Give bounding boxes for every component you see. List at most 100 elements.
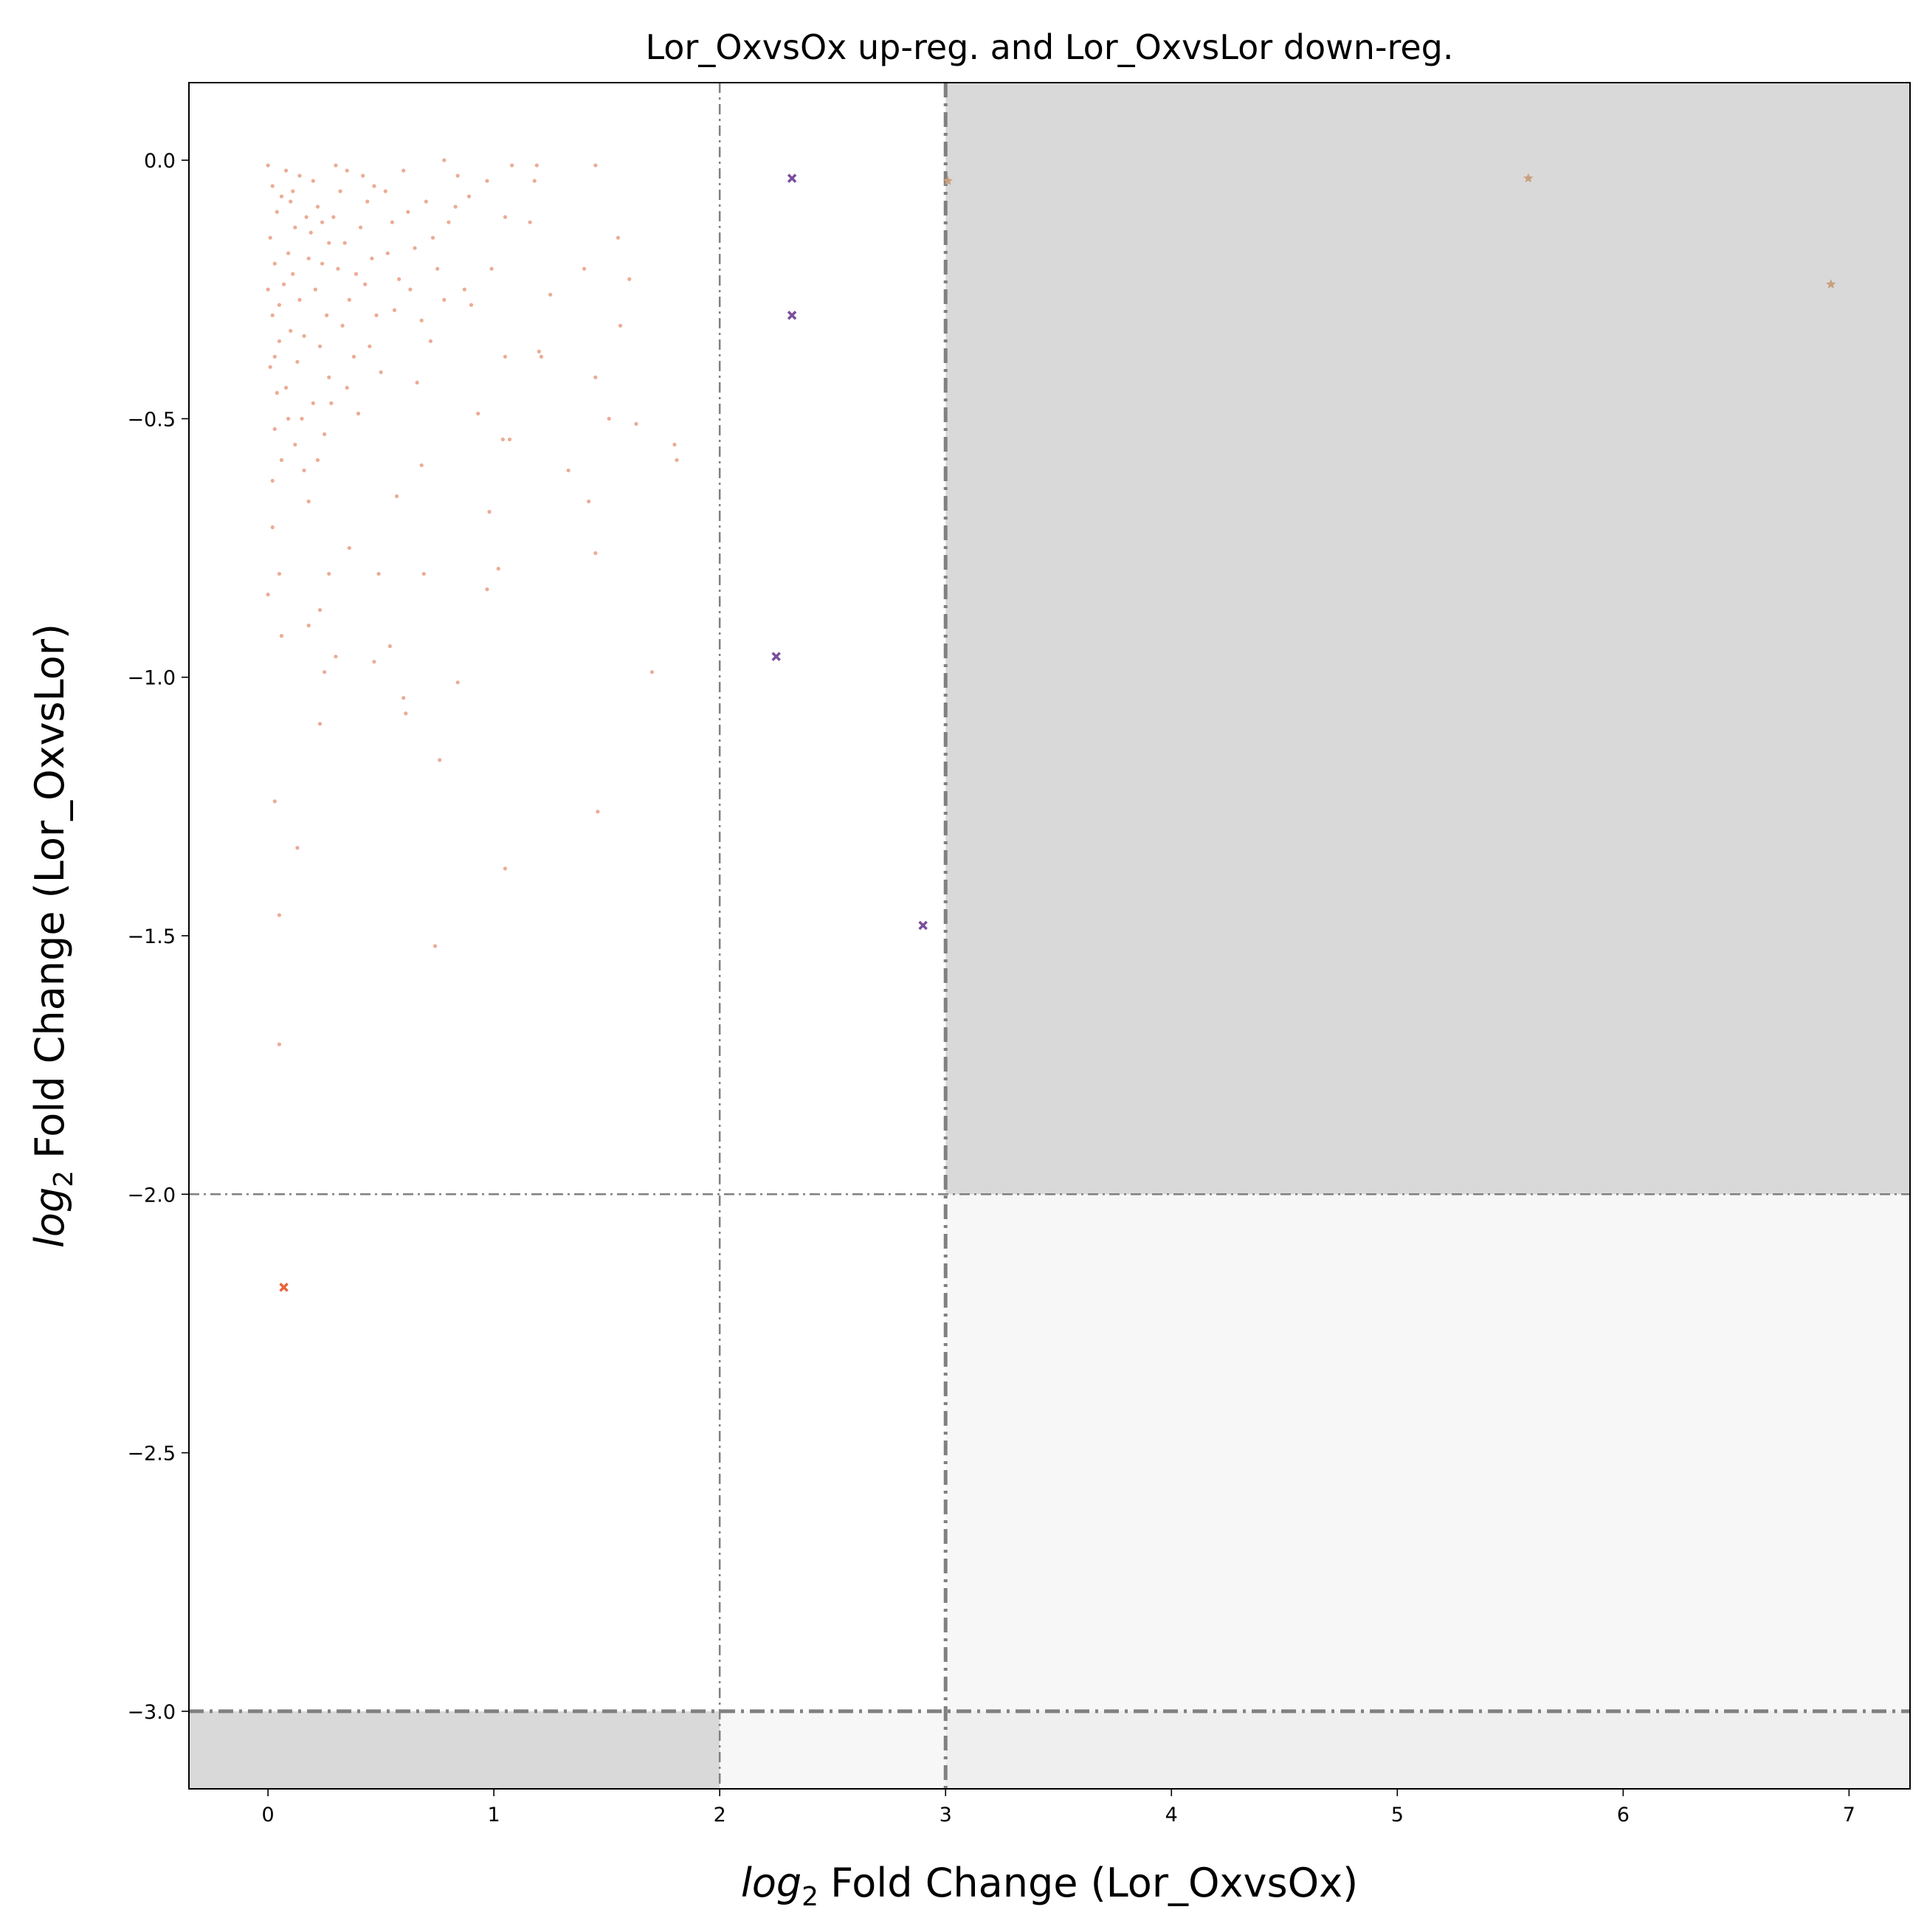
x-tick-label: 5 [1391,1804,1404,1826]
shaded-region [945,1194,1910,1789]
point [675,458,679,463]
point [503,866,508,871]
point [340,323,345,328]
shaded-region [189,1711,720,1789]
point [327,571,331,576]
point [593,375,598,379]
point [401,168,406,173]
x-tick-label: 1 [488,1804,500,1826]
point [283,168,289,173]
point [469,303,474,307]
point [338,189,342,193]
point [503,215,508,219]
x-label-text: Fold Change (Lor_OxvsOx) [830,1860,1358,1906]
point [315,204,320,209]
point [401,696,406,700]
point [345,385,349,390]
point [365,199,370,204]
point [455,680,460,685]
point [942,176,953,185]
point [291,272,295,276]
point [300,416,304,421]
point [266,593,270,597]
point [306,256,311,261]
point [374,313,379,317]
point [311,179,315,183]
x-tick-label: 7 [1843,1804,1855,1826]
point [539,354,544,359]
point [270,313,275,317]
point [435,266,440,271]
point [476,411,480,415]
point [345,168,349,173]
point [487,509,492,514]
point [507,437,512,442]
point [327,241,331,245]
point [279,194,284,199]
point [270,478,275,483]
point [376,571,381,576]
point [442,158,447,162]
point [311,401,315,405]
y-tick-label: −2.5 [127,1443,176,1466]
point [295,846,300,850]
point [372,184,376,188]
x-tick-label: 6 [1617,1804,1630,1826]
point [277,571,282,576]
point [325,313,329,317]
point [297,173,302,178]
point [372,660,376,664]
point [283,385,289,390]
point [649,670,654,675]
x-tick-label: 4 [1165,1804,1178,1826]
point [532,179,537,183]
point [566,468,570,473]
point [289,199,293,204]
point [272,799,277,804]
point [413,246,417,250]
x-axis-label: log2 Fold Change (Lor_OxvsOx) [741,1860,1358,1912]
y-tick-label: −0.5 [127,408,176,431]
point [302,468,306,473]
point [1523,173,1534,183]
point [419,318,424,322]
point [270,525,275,530]
point [466,194,472,199]
point [593,163,598,168]
point [404,711,408,716]
point [279,634,284,638]
point [291,189,295,193]
point [430,235,435,240]
point [672,442,677,447]
point [616,235,621,240]
point [286,416,291,421]
point [358,225,363,230]
point [596,810,600,814]
point [390,220,395,224]
point [272,261,277,266]
point [268,235,272,240]
point [496,566,500,571]
point [272,354,277,359]
point [277,303,282,307]
point [534,163,539,168]
point [342,241,347,245]
point [275,210,279,214]
point [607,416,611,421]
point [306,499,311,504]
x-label-sub: 2 [802,1882,818,1912]
point [323,670,327,675]
point [277,1042,282,1046]
point [537,349,541,353]
point [317,344,323,348]
point [385,251,390,255]
point [485,587,489,592]
point [279,1283,289,1292]
point [295,359,300,364]
point [1826,279,1836,289]
plot-frame [188,82,1911,1790]
point [275,390,279,395]
point [379,370,383,374]
point [432,944,438,948]
